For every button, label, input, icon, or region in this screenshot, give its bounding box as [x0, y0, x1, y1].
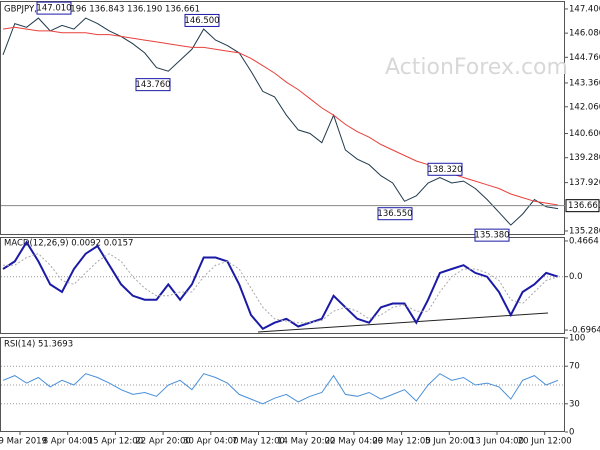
- series-line: [3, 253, 559, 324]
- x-tick-label: 8 Apr 04:00: [43, 437, 93, 447]
- price-annotation-box: [135, 78, 171, 92]
- macd-title: MACD(12,26,9) 0.0092 0.0157: [4, 239, 133, 249]
- y-tick-label: 30: [569, 399, 580, 409]
- y-tick-label: 70: [569, 362, 580, 372]
- price-annotation-box: [427, 162, 463, 176]
- price-annotation-box: [377, 207, 413, 221]
- y-tick-label: 100: [569, 334, 585, 344]
- y-tick-label: 140.600: [569, 129, 600, 139]
- y-tick-label: 0.0: [569, 272, 583, 282]
- price-annotation-box: [184, 13, 220, 27]
- price-annotation: 146.500: [184, 16, 219, 26]
- rsi-title: RSI(14) 51.3693: [4, 340, 73, 350]
- x-tick-label: 14 May 20:00: [277, 437, 335, 447]
- price-annotation-box: [474, 228, 510, 242]
- x-tick-label: 30 Apr 04:00: [183, 437, 238, 447]
- series-line: [2, 240, 559, 331]
- y-tick-label: 143.360: [569, 78, 600, 88]
- price-annotation: 147.010: [36, 4, 71, 14]
- last-price-box: [565, 199, 600, 213]
- macd-panel: [0, 237, 565, 334]
- last-price-label: 136.661: [568, 201, 600, 211]
- y-tick-label: 139.280: [569, 153, 600, 163]
- series-line: [2, 373, 559, 405]
- rsi-panel: [0, 337, 565, 432]
- y-tick-label: 135.280: [569, 226, 600, 236]
- price-annotation-box: [36, 1, 72, 15]
- x-tick-label: 13 Jun 04:00: [470, 437, 524, 447]
- watermark: ActionForex.com: [385, 55, 568, 80]
- y-tick-label: 146.080: [569, 29, 600, 39]
- price-annotation: 136.550: [377, 209, 412, 219]
- y-tick-label: 0: [569, 428, 574, 438]
- price-annotation: 138.320: [427, 165, 462, 175]
- x-tick-label: 7 May 12:00: [232, 437, 285, 447]
- y-tick-label: 142.060: [569, 102, 600, 112]
- series-line: [2, 17, 559, 226]
- y-tick-label: 144.760: [569, 53, 600, 63]
- x-tick-label: 5 Jun 20:00: [425, 437, 474, 447]
- x-tick-label: 15 Apr 12:00: [88, 437, 143, 447]
- x-tick-label: 29 Mar 2019: [0, 437, 47, 447]
- price-panel: [0, 1, 565, 235]
- y-tick-label: 137.920: [569, 178, 600, 188]
- x-tick-label: 29 May 12:00: [372, 437, 430, 447]
- x-tick-label: 22 Apr 20:00: [135, 437, 190, 447]
- price-annotation: 143.760: [135, 80, 170, 90]
- x-tick-label: 22 May 04:00: [325, 437, 383, 447]
- chart-title: GBPJPY,H4 136.196 136.843 136.190 136.66…: [4, 5, 200, 15]
- x-tick-label: 20 Jun 12:00: [518, 437, 572, 447]
- y-tick-label: 147.400: [569, 4, 600, 14]
- price-annotation: 135.380: [474, 231, 509, 241]
- macd-trendline: [257, 312, 549, 333]
- y-tick-label: -0.6964: [569, 326, 600, 336]
- series-line: [2, 26, 559, 206]
- y-tick-label: 0.4664: [569, 236, 599, 246]
